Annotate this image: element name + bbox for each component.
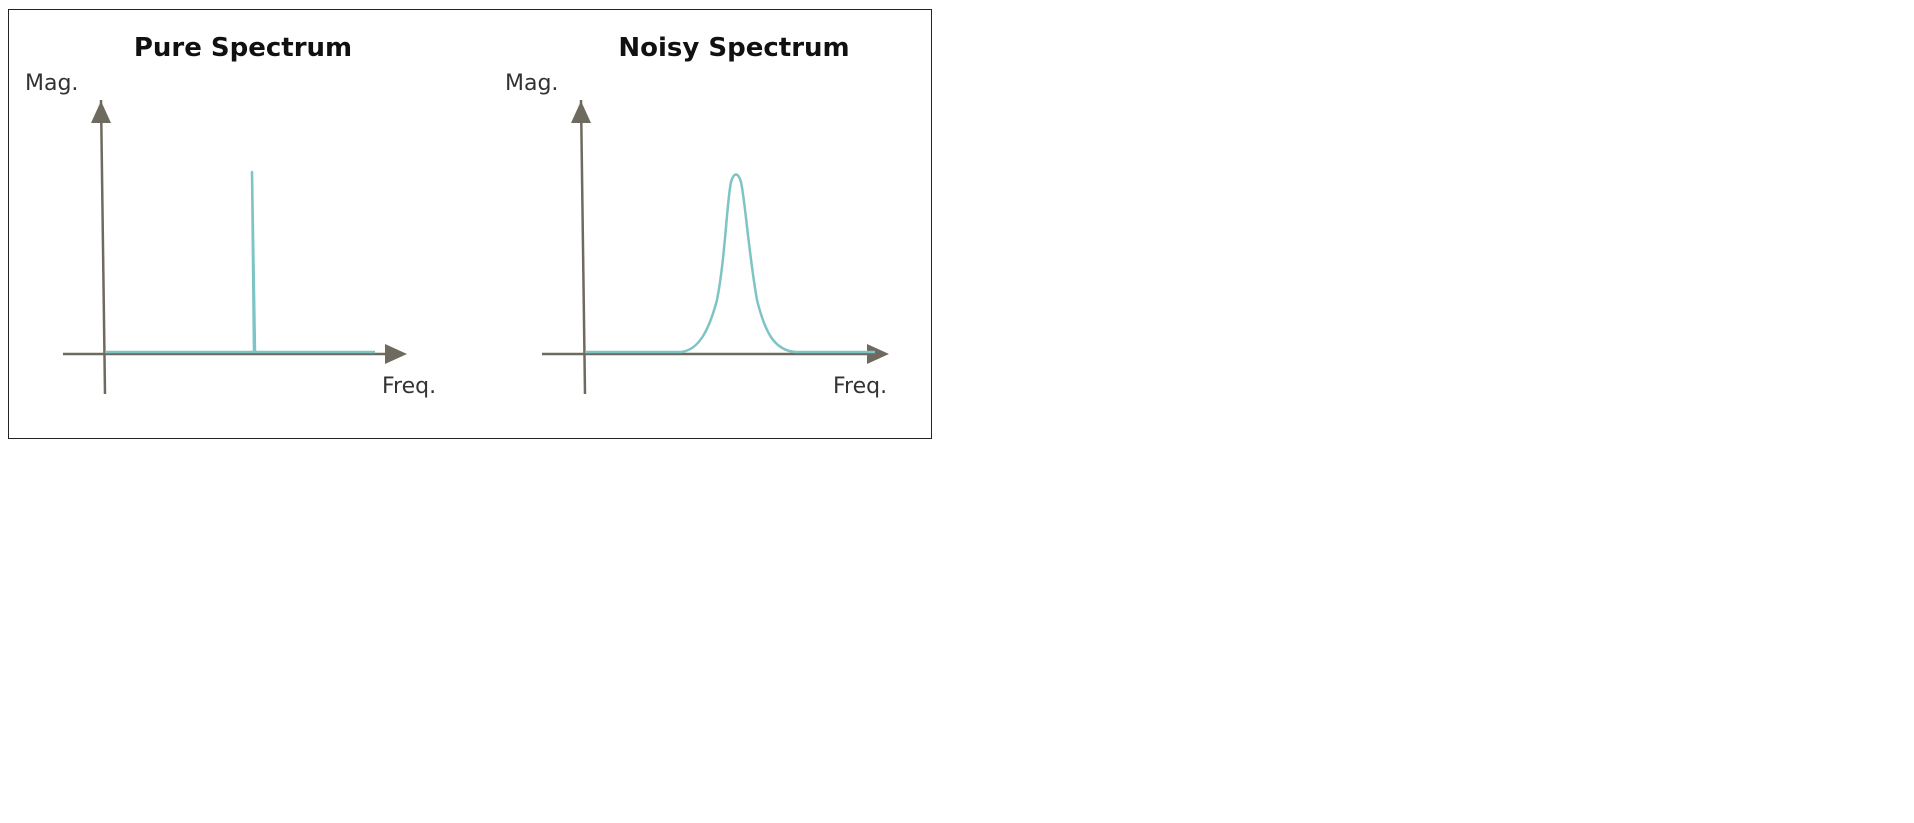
noisy-spectrum-panel: Noisy Spectrum Mag. Freq. <box>505 33 889 399</box>
y-axis-label: Mag. <box>25 71 78 96</box>
x-axis-arrowhead <box>385 344 407 364</box>
pure-spectrum-panel: Pure Spectrum Mag. Freq. <box>25 33 436 399</box>
panel-title: Pure Spectrum <box>134 33 352 63</box>
y-axis-arrowhead <box>571 101 591 123</box>
noisy-signal-peak <box>585 173 875 354</box>
y-axis-line <box>579 99 587 395</box>
x-axis-label: Freq. <box>833 374 887 399</box>
panel-title: Noisy Spectrum <box>618 33 849 63</box>
y-axis-label: Mag. <box>505 71 558 96</box>
pure-signal-spike <box>105 170 375 354</box>
x-axis-arrowhead <box>867 344 889 364</box>
spectrum-comparison-figure: Pure Spectrum Mag. Freq. Noisy Spectrum … <box>8 9 932 439</box>
y-axis-line <box>99 99 107 395</box>
y-axis-arrowhead <box>91 101 111 123</box>
x-axis-label: Freq. <box>382 374 436 399</box>
figure-canvas: Pure Spectrum Mag. Freq. Noisy Spectrum … <box>25 33 889 399</box>
